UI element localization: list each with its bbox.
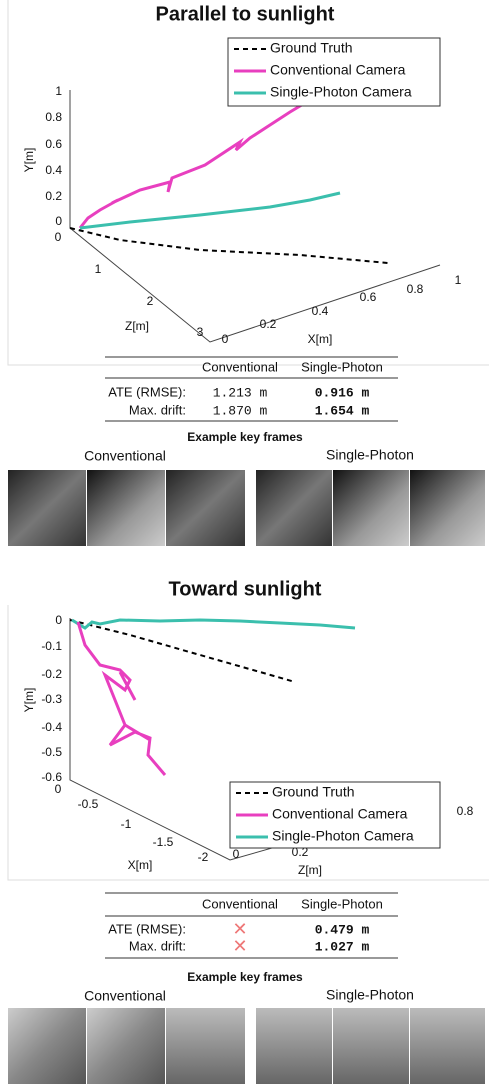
- tick-label: -1: [121, 817, 132, 831]
- tick-label: 2: [147, 294, 154, 308]
- trajectory: [69, 619, 296, 683]
- key-frame: [333, 1008, 409, 1084]
- key-frame: [8, 1008, 86, 1084]
- tick-label: 0: [55, 230, 62, 244]
- row-label: ATE (RMSE):: [108, 384, 186, 399]
- trajectory: [69, 227, 389, 264]
- tick-label: -1.5: [153, 835, 174, 849]
- trajectory: [76, 621, 167, 776]
- legend-entry: Ground Truth: [272, 784, 355, 800]
- legend-entry: Single-Photon Camera: [270, 84, 412, 100]
- tick-label: 0.8: [407, 282, 424, 296]
- table-cell: ✕: [232, 919, 247, 939]
- key-frames-title: Example key frames: [187, 430, 303, 444]
- tick-label: 0: [233, 847, 240, 861]
- y-tick-label: -0.5: [41, 745, 62, 759]
- tick-label: 1: [455, 273, 462, 287]
- y-tick-label: -0.6: [41, 770, 62, 784]
- y-tick-label: 0.2: [45, 189, 62, 203]
- axis-label: X[m]: [128, 858, 153, 872]
- y-tick-label: 1: [55, 84, 62, 98]
- y-tick-label: 0: [55, 613, 62, 627]
- y-tick-label: -0.1: [41, 639, 62, 653]
- axis-label: Z[m]: [125, 319, 149, 333]
- table-cell: 1.870 m: [213, 403, 268, 418]
- key-frame: [256, 470, 332, 546]
- axis-label: Y[m]: [22, 148, 36, 173]
- table-cell: 0.916 m: [315, 385, 370, 400]
- legend-entry: Conventional Camera: [270, 62, 406, 78]
- row-label: ATE (RMSE):: [108, 921, 186, 936]
- key-frame: [410, 470, 485, 546]
- table-header: Conventional: [202, 359, 278, 374]
- row-label: Max. drift:: [129, 938, 186, 953]
- key-frames-group: Conventional: [84, 448, 166, 464]
- table-cell: 1.213 m: [213, 385, 268, 400]
- legend-entry: Single-Photon Camera: [272, 828, 414, 844]
- y-tick-label: 0.8: [45, 110, 62, 124]
- tick-label: 0: [222, 332, 229, 346]
- y-tick-label: 0: [55, 214, 62, 228]
- tick-label: 0.6: [360, 290, 377, 304]
- table-header: Single-Photon: [301, 359, 383, 374]
- tick-label: -2: [198, 850, 209, 864]
- row-label: Max. drift:: [129, 402, 186, 417]
- table-header: Single-Photon: [301, 896, 383, 911]
- y-tick-label: -0.2: [41, 667, 62, 681]
- table-cell: 0.479 m: [315, 922, 370, 937]
- trajectory: [71, 618, 356, 630]
- trajectory: [78, 98, 311, 229]
- axis: [69, 90, 441, 343]
- key-frame: [410, 1008, 485, 1084]
- key-frame: [87, 1008, 165, 1084]
- legend-entry: Ground Truth: [270, 40, 353, 56]
- y-tick-label: 0.4: [45, 163, 62, 177]
- y-tick-label: 0.6: [45, 137, 62, 151]
- key-frame: [8, 470, 86, 546]
- plot-frame: [7, 605, 489, 881]
- trajectory: [79, 191, 341, 230]
- tick-label: -0.5: [78, 797, 99, 811]
- table-cell: 1.654 m: [315, 403, 370, 418]
- axis-label: Z[m]: [298, 863, 322, 877]
- key-frame: [166, 470, 245, 546]
- key-frames-group: Single-Photon: [326, 987, 414, 1003]
- key-frame: [166, 1008, 245, 1084]
- plot-frame: [7, 0, 489, 366]
- axis-label: Y[m]: [22, 688, 36, 713]
- table-cell: ✕: [232, 936, 247, 956]
- table-cell: 1.027 m: [315, 939, 370, 954]
- panel-title: Parallel to sunlight: [156, 3, 335, 25]
- key-frames-group: Single-Photon: [326, 447, 414, 463]
- key-frame: [87, 470, 165, 546]
- panel-title: Toward sunlight: [169, 578, 322, 600]
- tick-label: 0: [55, 782, 62, 796]
- y-tick-label: -0.4: [41, 720, 62, 734]
- table-header: Conventional: [202, 896, 278, 911]
- y-tick-label: -0.3: [41, 692, 62, 706]
- tick-label: 0.2: [292, 845, 309, 859]
- key-frame: [333, 470, 409, 546]
- legend-entry: Conventional Camera: [272, 806, 408, 822]
- key-frame: [256, 1008, 332, 1084]
- tick-label: 0.4: [312, 304, 329, 318]
- tick-label: 1: [95, 262, 102, 276]
- tick-label: 0.2: [260, 317, 277, 331]
- axis-label: X[m]: [308, 332, 333, 346]
- tick-label: 0.8: [457, 804, 474, 818]
- key-frames-title: Example key frames: [187, 970, 303, 984]
- tick-label: 3: [197, 325, 204, 339]
- key-frames-group: Conventional: [84, 988, 166, 1004]
